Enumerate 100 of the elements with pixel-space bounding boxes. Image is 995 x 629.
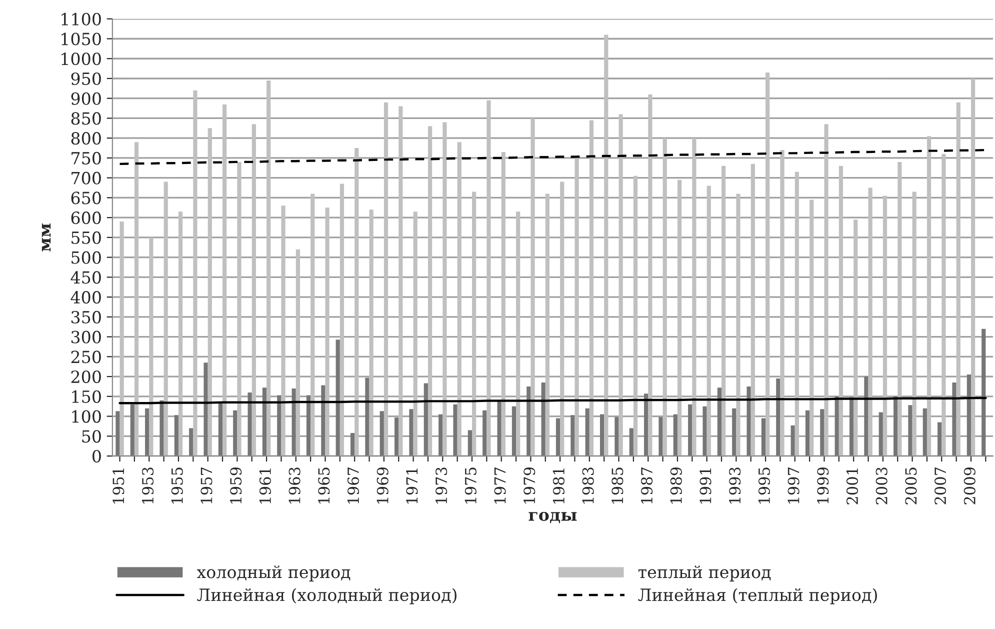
bar <box>878 412 883 456</box>
bar <box>746 386 751 456</box>
bar <box>442 122 447 456</box>
bar <box>776 378 780 456</box>
y-tick-label: 650 <box>71 192 101 204</box>
bar <box>692 138 696 456</box>
bar <box>702 406 707 456</box>
y-tick-label: 850 <box>71 112 101 125</box>
x-tick-label: 1973 <box>436 468 448 504</box>
y-tick-label: 900 <box>71 92 101 105</box>
x-tick-label: 2003 <box>876 468 888 504</box>
bar <box>717 388 722 456</box>
bar <box>438 414 443 456</box>
bar <box>864 376 868 456</box>
x-tick-label: 1969 <box>376 467 388 504</box>
y-tick-label: 1050 <box>62 32 101 46</box>
bar <box>178 212 183 456</box>
bar <box>820 409 824 456</box>
x-tick-label: 1987 <box>640 468 653 504</box>
bar <box>882 196 888 456</box>
x-tick-label: 1979 <box>524 467 536 504</box>
x-axis-title: годы <box>528 512 577 524</box>
bar <box>281 206 286 456</box>
x-tick-label: 2009 <box>964 467 976 504</box>
bar <box>310 194 315 456</box>
bar <box>922 408 927 456</box>
bar <box>237 162 242 456</box>
bar <box>321 385 326 456</box>
y-tick-label: 950 <box>71 72 101 86</box>
bar <box>673 414 678 456</box>
bar <box>394 417 399 456</box>
x-tick-label: 1957 <box>200 468 212 504</box>
x-tick-label: 1963 <box>288 468 300 504</box>
bar <box>908 405 912 456</box>
bar <box>174 415 178 456</box>
bar <box>956 102 960 456</box>
bar <box>354 148 359 456</box>
bar <box>556 418 560 456</box>
bar <box>894 396 898 456</box>
bar <box>409 409 414 456</box>
bar <box>633 176 638 456</box>
bar <box>453 404 458 456</box>
x-tick-label: 2005 <box>905 468 917 504</box>
bar <box>942 154 946 456</box>
y-tick-label: 500 <box>72 251 101 264</box>
bar <box>530 118 535 456</box>
x-tick-label: 1991 <box>700 468 712 504</box>
bar <box>629 428 634 456</box>
x-tick-label: 1999 <box>817 467 829 504</box>
bar <box>766 72 770 456</box>
bar <box>589 120 594 456</box>
bar <box>614 417 619 456</box>
x-tick-label: 2007 <box>934 468 946 504</box>
y-tick-label: 450 <box>70 271 101 284</box>
bar <box>722 166 726 456</box>
x-tick-label: 1981 <box>552 468 564 504</box>
bar <box>732 408 736 456</box>
bar <box>600 414 604 456</box>
bar <box>350 432 355 456</box>
bar <box>193 90 198 456</box>
x-tick-label: 1985 <box>612 468 624 504</box>
bar <box>222 104 227 456</box>
bar <box>516 212 520 456</box>
bar <box>204 362 208 456</box>
bar <box>570 415 575 456</box>
bar <box>325 208 330 456</box>
x-tick-label: 2001 <box>846 468 858 504</box>
bar <box>134 142 139 456</box>
y-tick-label: 700 <box>72 172 101 184</box>
x-tick-label: 1975 <box>464 468 476 504</box>
x-tick-label: 1955 <box>171 468 183 504</box>
y-tick-label: 100 <box>72 410 101 423</box>
bar <box>912 192 916 456</box>
bar <box>898 162 902 456</box>
bar <box>208 128 212 456</box>
bar <box>424 383 428 456</box>
bar <box>130 404 134 456</box>
bar <box>413 212 418 456</box>
bar <box>145 408 150 456</box>
bar <box>854 220 858 456</box>
bar <box>116 411 120 456</box>
bar <box>644 394 648 456</box>
bar <box>482 410 487 456</box>
bar <box>926 136 932 456</box>
x-tick-label: 1967 <box>347 468 360 504</box>
bar <box>952 382 956 456</box>
bar <box>545 194 550 456</box>
bar <box>262 388 267 456</box>
y-tick-label: 200 <box>71 370 101 384</box>
bar <box>834 396 839 456</box>
bar <box>688 404 692 456</box>
bar <box>706 186 711 456</box>
y-tick-label: 800 <box>71 132 101 145</box>
bar <box>970 78 976 456</box>
bar <box>486 100 491 456</box>
bar <box>248 392 252 456</box>
bar <box>585 408 590 456</box>
x-tick-label: 1995 <box>758 468 770 504</box>
bar <box>398 106 403 456</box>
bar <box>512 406 516 456</box>
